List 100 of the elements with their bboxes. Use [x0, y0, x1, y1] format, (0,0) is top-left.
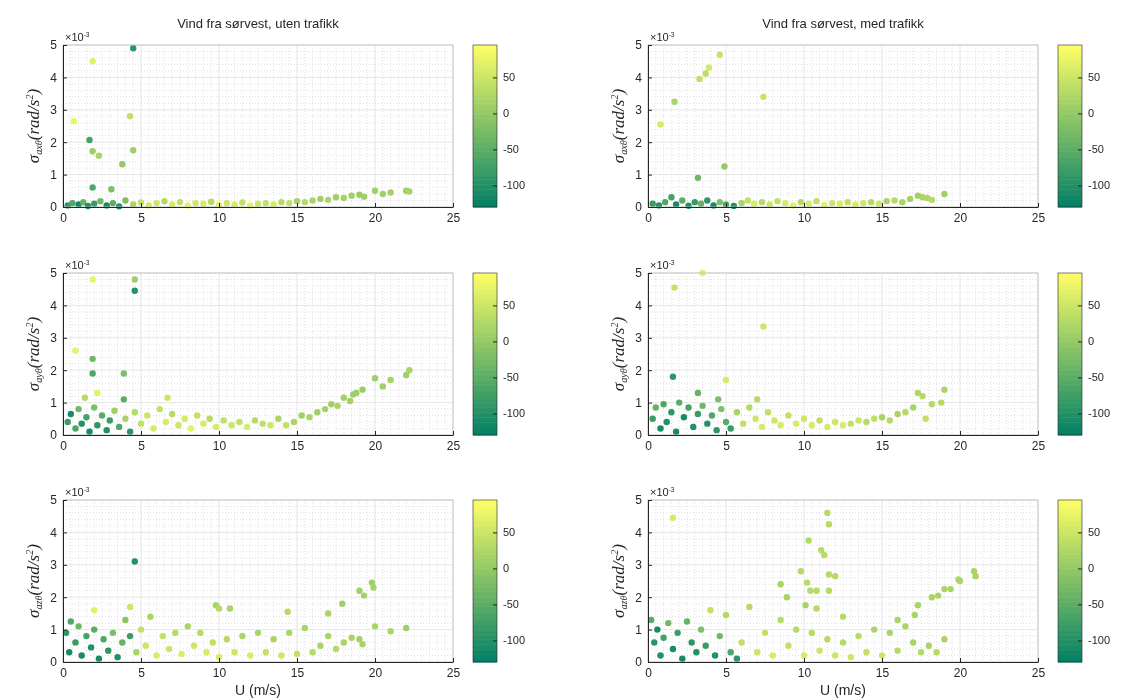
x-tick-label: 5 [138, 665, 146, 680]
x-tick-label: 10 [797, 210, 812, 225]
x-tick-label: 20 [368, 210, 383, 225]
x-tick-label: 25 [446, 210, 461, 225]
text: ×10$^{-3}$ [65, 258, 90, 271]
color-bar-label: -50 [1088, 371, 1104, 384]
text: ×10$^{-3}$ [65, 30, 90, 43]
x-tick-label: 5 [138, 438, 146, 453]
text: ×10$^{-3}$ [650, 258, 675, 271]
y-tick-label: 1 [50, 167, 58, 182]
y-tick-label: 5 [50, 493, 58, 508]
color-bar-label: -100 [1088, 179, 1111, 192]
color-bar-label: 50 [1088, 299, 1101, 312]
x-tick-label: 0 [60, 438, 68, 453]
color-bar-label: 50 [1088, 71, 1101, 84]
x-tick-label: 20 [953, 210, 968, 225]
y-tick-label: 1 [50, 395, 58, 410]
x-tick-label: 0 [60, 665, 68, 680]
color-bar-label: -50 [1088, 598, 1104, 611]
color-bar-label: 50 [503, 71, 516, 84]
y-tick-label: 0 [635, 428, 643, 443]
y-tick-label: 2 [50, 590, 58, 605]
color-bar-label: -50 [1088, 143, 1104, 156]
y-tick-label: 5 [635, 493, 643, 508]
y-tick-label: 5 [50, 266, 58, 281]
color-bar-label: -100 [503, 407, 526, 420]
color-bar-label: -50 [503, 143, 519, 156]
y-tick-label: 4 [635, 525, 643, 540]
x-tick-label: 10 [212, 210, 227, 225]
x-tick-label: 15 [875, 210, 890, 225]
color-bar-label: -50 [503, 598, 519, 611]
y-tick-label: 2 [635, 135, 643, 150]
color-bar-label: 50 [503, 526, 516, 539]
y-tick-label: 4 [50, 70, 58, 85]
color-bar-label: 0 [1088, 107, 1095, 120]
y-tick-label: 4 [50, 298, 58, 313]
y-tick-label: 5 [635, 38, 643, 53]
color-bar-label: 0 [1088, 335, 1095, 348]
color-bar-label: 0 [503, 107, 510, 120]
x-tick-label: 5 [723, 438, 731, 453]
y-tick-label: 3 [635, 103, 643, 118]
x-axis-title: U (m/s) [820, 682, 866, 698]
x-tick-label: 0 [645, 438, 653, 453]
y-tick-label: 1 [50, 622, 58, 637]
color-bar-label: -100 [1088, 634, 1111, 647]
y-tick-label: 0 [50, 200, 58, 215]
x-tick-label: 5 [723, 665, 731, 680]
y-tick-label: 2 [635, 590, 643, 605]
x-tick-label: 10 [797, 665, 812, 680]
y-tick-label: 3 [50, 103, 58, 118]
x-tick-label: 5 [138, 210, 146, 225]
x-tick-label: 15 [290, 210, 305, 225]
y-tick-label: 2 [50, 363, 58, 378]
x-tick-label: 10 [212, 665, 227, 680]
x-tick-label: 10 [797, 438, 812, 453]
text: ×10$^{-3}$ [650, 30, 675, 43]
x-tick-label: 15 [290, 438, 305, 453]
chart-title: Vind fra sørvest, uten trafikk [177, 16, 340, 31]
y-tick-label: 0 [50, 428, 58, 443]
color-bar-label: 0 [503, 562, 510, 575]
x-tick-label: 25 [1031, 210, 1046, 225]
y-tick-label: 5 [50, 38, 58, 53]
x-tick-label: 10 [212, 438, 227, 453]
y-tick-label: 4 [635, 70, 643, 85]
y-tick-label: 0 [50, 655, 58, 670]
chart-title: Vind fra sørvest, med trafikk [762, 16, 925, 31]
y-tick-label: 1 [635, 167, 643, 182]
x-tick-label: 15 [875, 438, 890, 453]
y-tick-label: 0 [635, 655, 643, 670]
x-tick-label: 20 [368, 438, 383, 453]
color-bar-label: 50 [1088, 526, 1101, 539]
y-tick-label: 3 [635, 331, 643, 346]
color-bar-label: -100 [503, 634, 526, 647]
text: ×10$^{-3}$ [650, 485, 675, 498]
x-tick-label: 20 [953, 665, 968, 680]
x-axis-title: U (m/s) [235, 682, 281, 698]
y-tick-label: 3 [50, 331, 58, 346]
y-tick-label: 5 [635, 266, 643, 281]
text: ×10$^{-3}$ [65, 485, 90, 498]
x-tick-label: 20 [953, 438, 968, 453]
x-tick-label: 20 [368, 665, 383, 680]
x-tick-label: 25 [446, 665, 461, 680]
color-bar-label: -100 [503, 179, 526, 192]
color-bar-label: 0 [503, 335, 510, 348]
color-bar-label: 50 [503, 299, 516, 312]
x-tick-label: 0 [645, 210, 653, 225]
x-tick-label: 25 [446, 438, 461, 453]
x-tick-label: 25 [1031, 665, 1046, 680]
x-tick-label: 25 [1031, 438, 1046, 453]
y-tick-label: 2 [635, 363, 643, 378]
x-tick-label: 15 [290, 665, 305, 680]
x-tick-label: 0 [645, 665, 653, 680]
color-bar-label: 0 [1088, 562, 1095, 575]
y-tick-label: 4 [50, 525, 58, 540]
color-bar-label: -100 [1088, 407, 1111, 420]
y-tick-label: 1 [635, 622, 643, 637]
x-tick-label: 5 [723, 210, 731, 225]
y-tick-label: 0 [635, 200, 643, 215]
x-tick-label: 15 [875, 665, 890, 680]
x-tick-label: 0 [60, 210, 68, 225]
